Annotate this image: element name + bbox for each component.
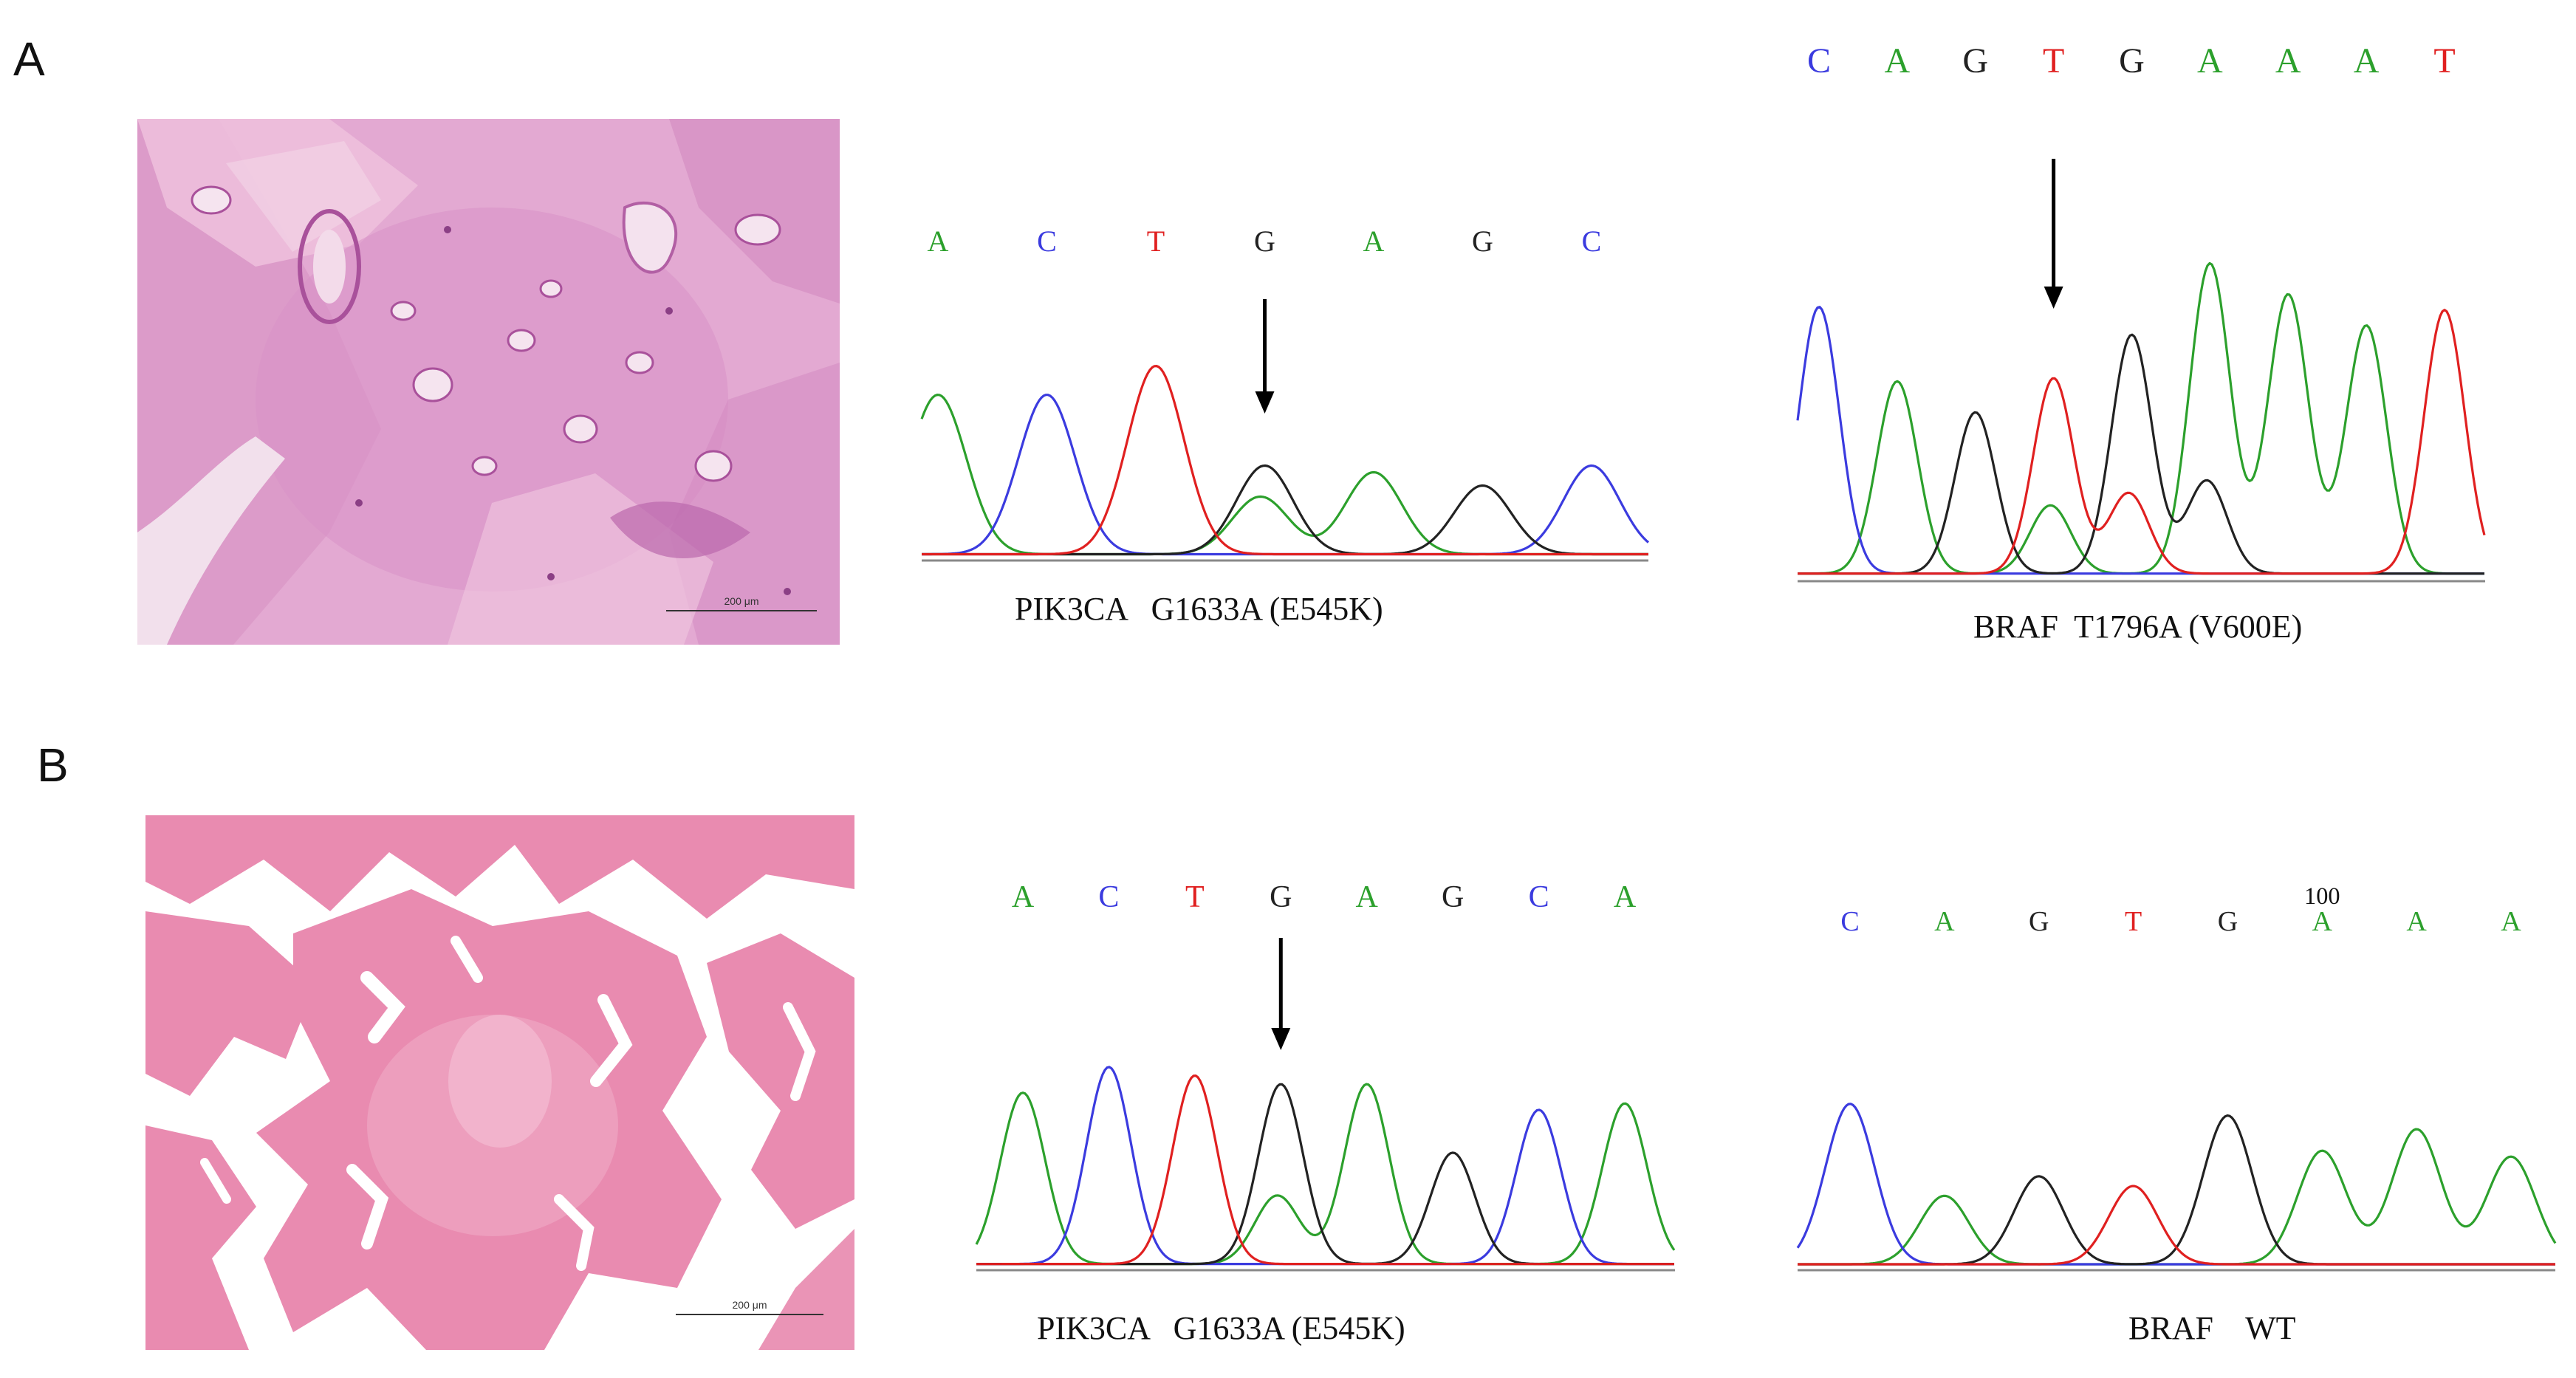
base-call-letter: G bbox=[1442, 880, 1464, 914]
base-call-letter: G bbox=[1270, 880, 1292, 914]
base-call-letter: T bbox=[2125, 906, 2142, 937]
panel-label-b: B bbox=[37, 738, 69, 792]
base-call-letter: A bbox=[2197, 41, 2223, 80]
base-call-letter: G bbox=[1962, 41, 1988, 80]
base-call-letter: G bbox=[2218, 906, 2238, 937]
trace-channel-g bbox=[1798, 1114, 2555, 1266]
base-call-letter: A bbox=[1012, 880, 1035, 914]
base-call-letter: G bbox=[2029, 906, 2049, 937]
base-call-letter: C bbox=[1529, 880, 1549, 914]
base-call-letter: C bbox=[1582, 224, 1602, 258]
caption-b-braf: BRAF WT bbox=[2128, 1310, 2296, 1346]
histology-image-a: 200 μm bbox=[137, 119, 840, 645]
base-call-letter: T bbox=[2043, 41, 2064, 80]
trace-channel-t bbox=[1798, 309, 2486, 575]
base-call-letter: A bbox=[1934, 906, 1955, 937]
base-call-letter: A bbox=[2354, 41, 2380, 80]
trace-channel-t bbox=[1798, 1185, 2555, 1266]
scale-bar-label-b: 200 μm bbox=[733, 1299, 767, 1311]
base-call-letter: A bbox=[2501, 906, 2521, 937]
base-call-letter: A bbox=[2275, 41, 2301, 80]
base-call-letter: C bbox=[1098, 880, 1119, 914]
base-call-letter: A bbox=[2312, 906, 2333, 937]
panel-label-a: A bbox=[13, 32, 45, 86]
base-call-letter: A bbox=[2406, 906, 2427, 937]
base-call-letter: T bbox=[1185, 880, 1205, 914]
mutation-arrow bbox=[1255, 299, 1275, 414]
sequence-position-label: 100 bbox=[2304, 882, 2340, 909]
base-call-letter: G bbox=[2119, 41, 2145, 80]
base-call-letter: A bbox=[1885, 41, 1911, 80]
base-call-letter: A bbox=[1363, 224, 1385, 258]
base-call-letter: C bbox=[1840, 906, 1859, 937]
base-call-letter: C bbox=[1807, 41, 1831, 80]
scale-bar-label-a: 200 μm bbox=[724, 595, 759, 607]
base-call-letter: G bbox=[1254, 224, 1275, 258]
base-call-letter: T bbox=[2433, 41, 2455, 80]
base-call-letter: T bbox=[1147, 224, 1165, 258]
histology-image-b: 200 μm bbox=[145, 815, 854, 1350]
trace-channel-t bbox=[976, 1074, 1674, 1266]
base-call-letter: C bbox=[1037, 224, 1057, 258]
base-call-letter: A bbox=[1356, 880, 1379, 914]
caption-a-braf: BRAF T1796A (V600E) bbox=[1973, 609, 2303, 645]
base-call-letter: A bbox=[1614, 880, 1637, 914]
caption-a-pik3ca: PIK3CA G1633A (E545K) bbox=[1015, 591, 1383, 627]
base-call-letter: A bbox=[928, 224, 949, 258]
trace-channel-a bbox=[1798, 1128, 2557, 1266]
mutation-arrow bbox=[1271, 938, 1291, 1050]
trace-channel-a bbox=[975, 1083, 1676, 1266]
caption-b-pik3ca: PIK3CA G1633A (E545K) bbox=[1037, 1310, 1405, 1346]
trace-channel-t bbox=[922, 365, 1648, 556]
base-call-letter: G bbox=[1472, 224, 1493, 258]
mutation-arrow bbox=[2044, 159, 2063, 309]
